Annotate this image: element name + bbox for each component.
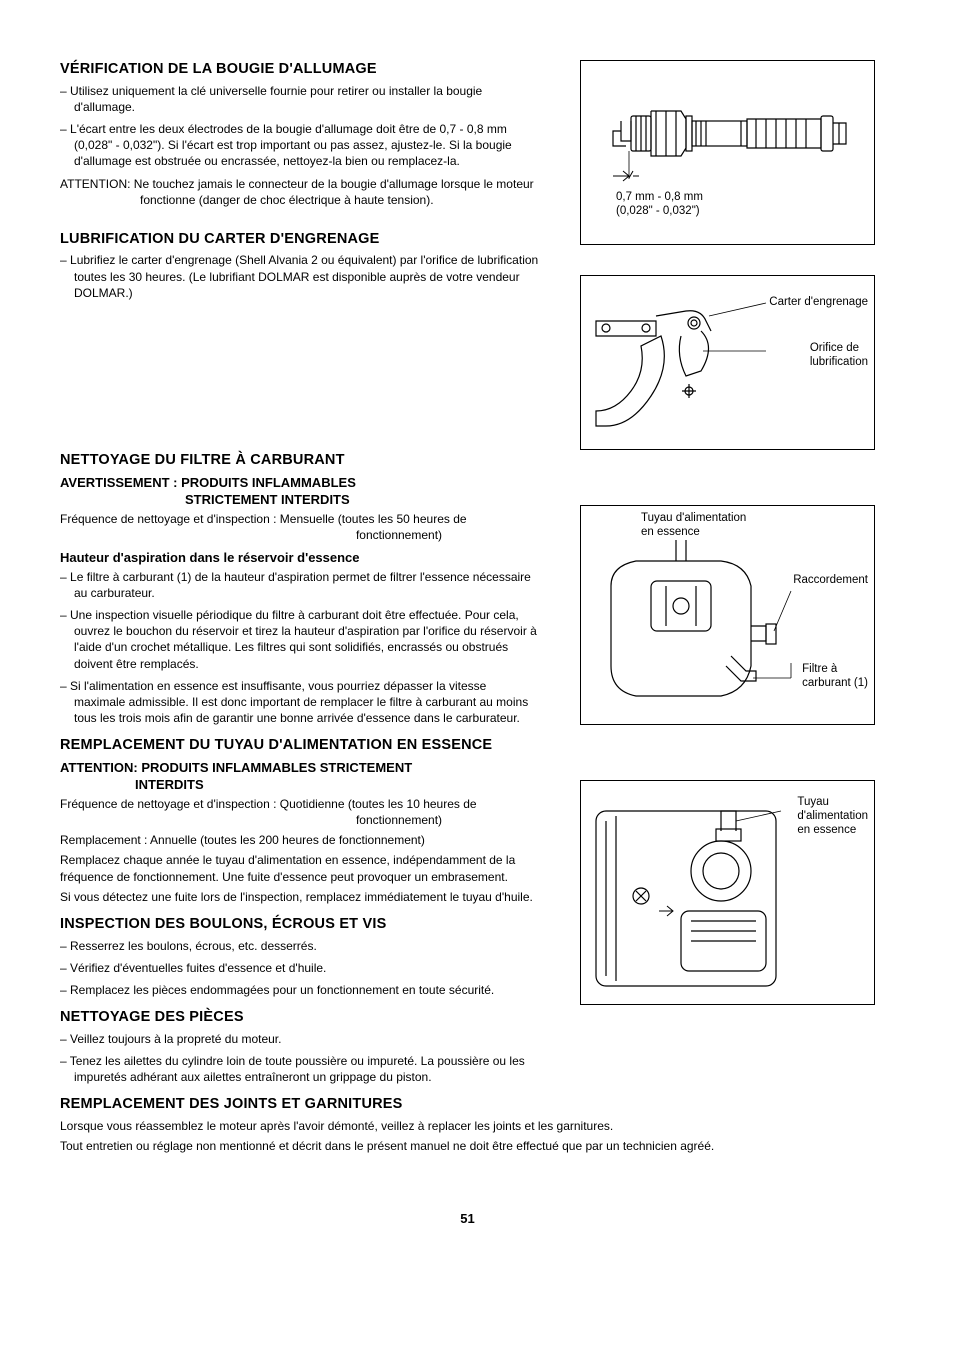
clean-b1: Veillez toujours à la propreté du moteur…: [60, 1031, 540, 1047]
fuel-pipe-p1: Remplacez chaque année le tuyau d'alimen…: [60, 852, 540, 884]
fuel-pipe-replace: Remplacement : Annuelle (toutes les 200 …: [60, 832, 540, 848]
section-cleaning: NETTOYAGE DES PIÈCES Veillez toujours à …: [60, 1008, 540, 1085]
fuel-filter-b1: Le filtre à carburant (1) de la hauteur …: [60, 569, 540, 601]
pipe-label: Tuyau d'alimentation en essence: [797, 796, 868, 837]
fuel-filter-b2: Une inspection visuelle périodique du fi…: [60, 607, 540, 672]
left-column: VÉRIFICATION DE LA BOUGIE D'ALLUMAGE Uti…: [60, 60, 540, 1095]
gaskets-p2: Tout entretien ou réglage non mentionné …: [60, 1138, 875, 1154]
section-fuel-filter: NETTOYAGE DU FILTRE À CARBURANT AVERTISS…: [60, 451, 540, 726]
figure-gearcase: Carter d'engrenage Orifice de lubrificat…: [580, 275, 875, 450]
bolts-b1: Resserrez les boulons, écrous, etc. dess…: [60, 938, 540, 954]
tank-label-3: Filtre à carburant (1): [802, 663, 868, 691]
section-fuel-pipe: REMPLACEMENT DU TUYAU D'ALIMENTATION EN …: [60, 736, 540, 905]
tank-l3-1: Filtre à: [802, 663, 837, 675]
section-spark-plug: VÉRIFICATION DE LA BOUGIE D'ALLUMAGE Uti…: [60, 60, 540, 208]
attention-text: Ne touchez jamais le connecteur de la bo…: [134, 177, 534, 207]
pipe-l1: Tuyau: [797, 796, 829, 808]
bolts-b2: Vérifiez d'éventuelles fuites d'essence …: [60, 960, 540, 976]
tank-label-2: Raccordement: [793, 574, 868, 588]
heading-spark: VÉRIFICATION DE LA BOUGIE D'ALLUMAGE: [60, 60, 540, 80]
tank-l1-2: en essence: [641, 526, 700, 538]
fuel-filter-warning: AVERTISSEMENT : PRODUITS INFLAMMABLES ST…: [60, 474, 540, 509]
fuel-filter-freq: Fréquence de nettoyage et d'inspection :…: [60, 511, 540, 543]
fuel-filter-warn-l2: STRICTEMENT INTERDITS: [60, 491, 540, 509]
gearcase-l2-2: lubrification: [810, 356, 868, 368]
gaskets-p1: Lorsque vous réassemblez le moteur après…: [60, 1118, 875, 1134]
spark-gap-label: 0,7 mm - 0,8 mm (0,028" - 0,032"): [616, 191, 703, 219]
fuel-filter-warn-l1: AVERTISSEMENT : PRODUITS INFLAMMABLES: [60, 475, 356, 490]
clean-b2: Tenez les ailettes du cylindre loin de t…: [60, 1053, 540, 1085]
spark-bullet-2: L'écart entre les deux électrodes de la …: [60, 121, 540, 170]
heading-lube: LUBRIFICATION DU CARTER D'ENGRENAGE: [60, 230, 540, 250]
fuel-pipe-p2: Si vous détectez une fuite lors de l'ins…: [60, 889, 540, 905]
gearcase-label-2: Orifice de lubrification: [810, 342, 868, 370]
tank-l1-1: Tuyau d'alimentation: [641, 512, 746, 524]
fuel-pipe-warn-l1: ATTENTION: PRODUITS INFLAMMABLES STRICTE…: [60, 760, 412, 775]
spark-gap-l2: (0,028" - 0,032"): [616, 205, 700, 217]
heading-bolts: INSPECTION DES BOULONS, ÉCROUS ET VIS: [60, 915, 540, 935]
bolts-b3: Remplacez les pièces endommagées pour un…: [60, 982, 540, 998]
heading-gaskets: REMPLACEMENT DES JOINTS ET GARNITURES: [60, 1095, 875, 1115]
fuel-pipe-freq-l2: fonctionnement): [258, 812, 540, 828]
pipe-l2: d'alimentation: [797, 810, 868, 822]
section-bolts: INSPECTION DES BOULONS, ÉCROUS ET VIS Re…: [60, 915, 540, 998]
page-number: 51: [60, 1210, 875, 1228]
fuel-pipe-freq: Fréquence de nettoyage et d'inspection :…: [60, 796, 540, 828]
spark-bullet-1: Utilisez uniquement la clé universelle f…: [60, 83, 540, 115]
fuel-freq-l2: fonctionnement): [258, 527, 540, 543]
heading-fuel-filter: NETTOYAGE DU FILTRE À CARBURANT: [60, 451, 540, 471]
figure-spark-plug: 0,7 mm - 0,8 mm (0,028" - 0,032"): [580, 60, 875, 245]
fuel-pipe-warn-l2: INTERDITS: [60, 776, 540, 794]
gearcase-l2-1: Orifice de: [810, 342, 859, 354]
gearcase-label-1: Carter d'engrenage: [769, 296, 868, 310]
fuel-pipe-warning: ATTENTION: PRODUITS INFLAMMABLES STRICTE…: [60, 759, 540, 794]
fuel-filter-b3: Si l'alimentation en essence est insuffi…: [60, 678, 540, 727]
fuel-pipe-freq-text: Fréquence de nettoyage et d'inspection :…: [60, 797, 477, 811]
section-gaskets: REMPLACEMENT DES JOINTS ET GARNITURES Lo…: [60, 1095, 875, 1158]
pipe-l3: en essence: [797, 824, 856, 836]
tank-label-1: Tuyau d'alimentation en essence: [641, 512, 746, 540]
figure-fuel-pipe: Tuyau d'alimentation en essence: [580, 780, 875, 1005]
attention-label: ATTENTION:: [60, 177, 130, 191]
heading-cleaning: NETTOYAGE DES PIÈCES: [60, 1008, 540, 1028]
right-column: 0,7 mm - 0,8 mm (0,028" - 0,032"): [580, 60, 875, 1095]
spark-attention: ATTENTION: Ne touchez jamais le connecte…: [60, 176, 540, 208]
lube-bullet-1: Lubrifiez le carter d'engrenage (Shell A…: [60, 252, 540, 301]
fuel-freq-text: Fréquence de nettoyage et d'inspection :…: [60, 512, 467, 526]
heading-fuel-pipe: REMPLACEMENT DU TUYAU D'ALIMENTATION EN …: [60, 736, 540, 756]
spark-gap-l1: 0,7 mm - 0,8 mm: [616, 191, 703, 203]
tank-l3-2: carburant (1): [802, 677, 868, 689]
figure-fuel-tank: Tuyau d'alimentation en essence Raccorde…: [580, 505, 875, 725]
fuel-filter-subheading: Hauteur d'aspiration dans le réservoir d…: [60, 549, 540, 567]
section-lubrication: LUBRIFICATION DU CARTER D'ENGRENAGE Lubr…: [60, 230, 540, 301]
